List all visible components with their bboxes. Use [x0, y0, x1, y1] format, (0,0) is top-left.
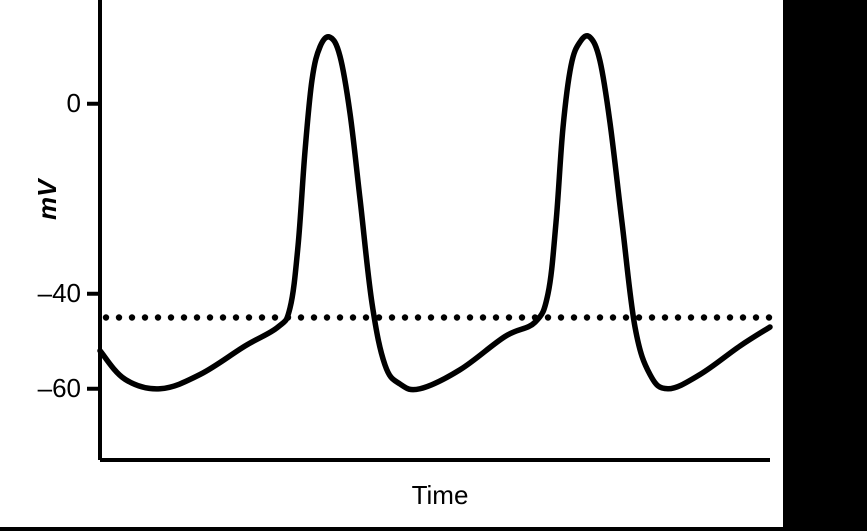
x-axis-label: Time	[340, 480, 540, 511]
chart-svg	[0, 0, 867, 531]
action-potential-chart: mV Time 0 –40 –60	[0, 0, 867, 531]
y-tick-label: –60	[18, 373, 81, 404]
y-tick-label: –40	[18, 278, 81, 309]
y-tick-label: 0	[18, 88, 81, 119]
right-black-strip	[783, 0, 867, 531]
bottom-border-line	[0, 527, 867, 531]
y-axis-label: mV	[32, 180, 63, 220]
